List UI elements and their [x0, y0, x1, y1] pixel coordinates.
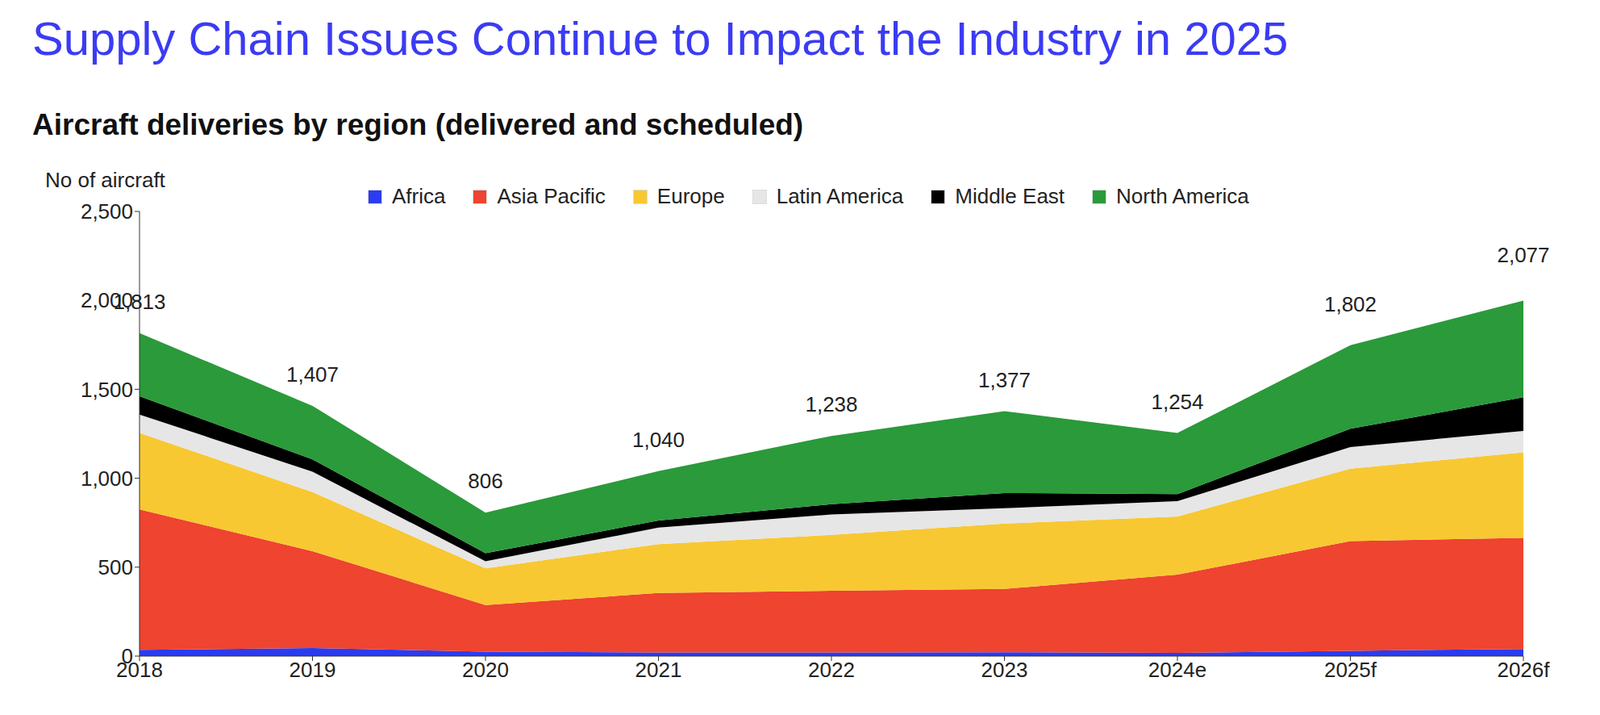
svg-text:1,407: 1,407 — [286, 362, 339, 387]
html-text:North America: North America — [1116, 183, 1250, 209]
svg-text:2024e: 2024e — [1148, 657, 1207, 682]
html-text:Aircraft deliveries by region: Aircraft deliveries by region (delivered… — [32, 108, 804, 142]
html-text:Latin America: Latin America — [776, 183, 904, 209]
svg-text:1,813: 1,813 — [112, 289, 166, 314]
svg-text:2,000: 2,000 — [80, 288, 134, 313]
svg-text:2018: 2018 — [116, 657, 163, 682]
svg-text:2022: 2022 — [808, 657, 855, 682]
svg-text:1,254: 1,254 — [1150, 389, 1204, 414]
html-text:Africa: Africa — [391, 183, 446, 209]
html-text:Asia Pacific: Asia Pacific — [497, 183, 606, 209]
svg-text:1,000: 1,000 — [80, 466, 134, 491]
svg-text:1,802: 1,802 — [1324, 291, 1377, 317]
svg-text:2019: 2019 — [289, 657, 337, 682]
svg-text:0: 0 — [121, 643, 134, 668]
html-text:Europe: Europe — [657, 183, 725, 209]
svg-text:500: 500 — [98, 554, 134, 580]
svg-text:1,500: 1,500 — [80, 377, 134, 402]
html-text:Middle East: Middle East — [955, 183, 1065, 209]
html-text:Supply Chain Issues Continue t: Supply Chain Issues Continue to Impact t… — [32, 12, 1289, 65]
svg-text:2,500: 2,500 — [80, 199, 134, 224]
svg-text:1,238: 1,238 — [804, 391, 858, 417]
svg-text:1,040: 1,040 — [632, 427, 685, 452]
svg-text:2025f: 2025f — [1324, 657, 1378, 682]
svg-text:2,077: 2,077 — [1496, 242, 1550, 267]
svg-text:2020: 2020 — [462, 657, 509, 682]
svg-text:1,377: 1,377 — [978, 367, 1031, 392]
svg-text:2023: 2023 — [981, 657, 1029, 682]
svg-text:806: 806 — [467, 468, 503, 493]
svg-text:2026f: 2026f — [1496, 657, 1550, 682]
svg-text:2021: 2021 — [635, 657, 683, 682]
html-text:No of aircraft: No of aircraft — [45, 167, 166, 192]
